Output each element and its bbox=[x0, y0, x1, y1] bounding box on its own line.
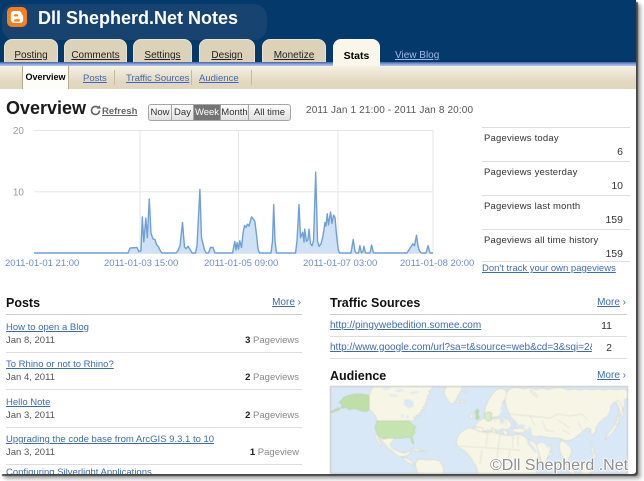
svg-text:2011-01-03 15:00: 2011-01-03 15:00 bbox=[104, 258, 178, 269]
svg-text:20: 20 bbox=[13, 126, 25, 137]
svg-text:2011-01-07 03:00: 2011-01-07 03:00 bbox=[303, 258, 377, 269]
svg-text:2011-01-01 21:00: 2011-01-01 21:00 bbox=[5, 258, 79, 269]
svg-text:10: 10 bbox=[13, 188, 25, 199]
svg-text:2011-01-05 09:00: 2011-01-05 09:00 bbox=[204, 258, 278, 269]
svg-text:2011-01-08 20:00: 2011-01-08 20:00 bbox=[400, 258, 474, 269]
